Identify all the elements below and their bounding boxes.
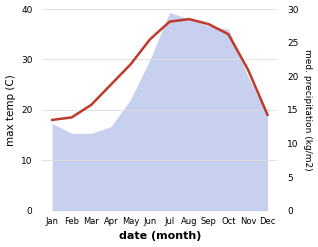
X-axis label: date (month): date (month) xyxy=(119,231,201,242)
Y-axis label: med. precipitation (kg/m2): med. precipitation (kg/m2) xyxy=(303,49,313,171)
Y-axis label: max temp (C): max temp (C) xyxy=(5,74,16,146)
